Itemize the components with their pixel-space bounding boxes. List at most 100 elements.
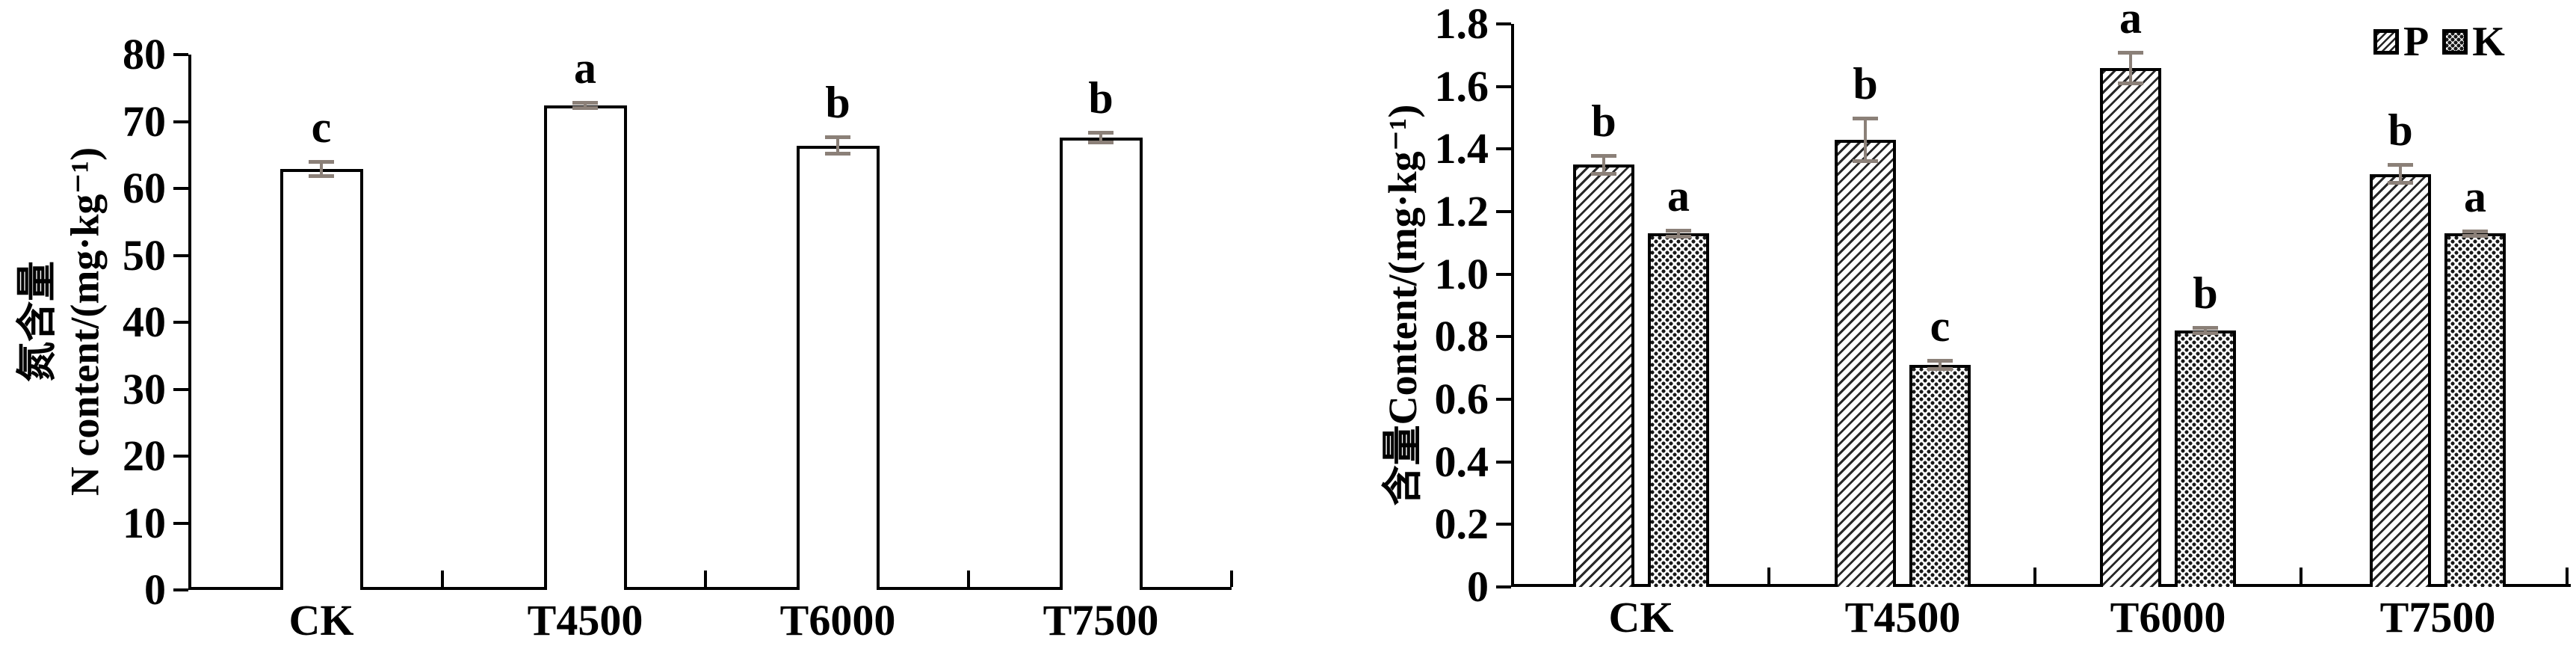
x-category-label-t4500: T4500: [1844, 593, 1961, 642]
y-tick-mark: [173, 53, 188, 56]
bar-t6000-p: [2100, 67, 2161, 587]
error-bar-cap-bottom: [1666, 234, 1691, 239]
y-tick-mark: [1496, 585, 1511, 588]
y-tick-label: 60: [123, 164, 166, 212]
sig-letter-t7500-p: b: [2388, 105, 2413, 156]
y-tick-label: 0.8: [1434, 312, 1489, 361]
error-bar-cap-bottom: [309, 173, 334, 178]
y-tick-label: 0: [144, 565, 166, 614]
error-bar-cap-top: [1927, 358, 1953, 363]
y-tick-label: 70: [123, 96, 166, 146]
bar-t7500-n: [1059, 137, 1143, 590]
x-boundary-tick: [704, 571, 707, 587]
error-bar-cap-top: [2388, 163, 2413, 167]
y-tick-mark: [173, 187, 188, 190]
error-bar-cap-bottom: [1927, 367, 1953, 372]
bar-t4500-n: [543, 105, 627, 590]
sig-letter-t6000-k: b: [2193, 268, 2218, 318]
bar-ck-n: [279, 169, 363, 590]
y-tick-label: 30: [123, 364, 166, 413]
x-boundary-tick: [2033, 568, 2036, 584]
y-tick-mark: [1496, 272, 1511, 276]
x-boundary-tick: [967, 571, 970, 587]
x-category-label-t6000: T6000: [779, 596, 896, 645]
error-bar-stem: [2474, 230, 2477, 236]
bar-t6000-n: [796, 145, 880, 590]
y-tick-label: 40: [123, 298, 166, 346]
y-tick-label: 1.6: [1434, 61, 1489, 111]
error-bar-cap-bottom: [1853, 159, 1878, 164]
y-tick-label: 1.0: [1434, 249, 1489, 298]
error-bar-cap-top: [1591, 153, 1616, 158]
x-category-label-t6000: T6000: [2110, 593, 2226, 642]
x-category-label-t4500: T4500: [527, 596, 643, 645]
y-tick-mark: [173, 455, 188, 458]
error-bar-cap-bottom: [2118, 81, 2143, 85]
error-bar-stem: [320, 162, 323, 176]
legend-label-p: P: [2403, 19, 2430, 65]
error-bar-cap-top: [825, 135, 850, 140]
error-bar-cap-bottom: [2462, 233, 2488, 238]
sig-letter-ck-p: b: [1591, 96, 1616, 146]
x-boundary-tick: [1767, 568, 1770, 584]
plot-area-n: [188, 55, 1232, 590]
x-category-label-ck: CK: [1608, 593, 1674, 642]
error-bar-cap-top: [572, 100, 598, 105]
y-tick-label: 20: [123, 431, 166, 480]
legend-swatch-p-icon: [2373, 29, 2399, 55]
sig-letter-t4500-n: a: [574, 43, 596, 93]
error-bar-cap-bottom: [2388, 181, 2413, 185]
bar-ck-k: [1648, 233, 1709, 587]
error-bar-cap-top: [1853, 116, 1878, 120]
y-tick-label: 1.2: [1434, 187, 1489, 236]
x-category-label-t7500: T7500: [2379, 593, 2496, 642]
y-tick-label: 10: [123, 498, 166, 547]
error-bar-cap-bottom: [2193, 331, 2218, 336]
bar-t4500-k: [1909, 365, 1971, 587]
error-bar-cap-bottom: [572, 106, 598, 111]
y-tick-mark: [173, 521, 188, 525]
bar-ck-p: [1573, 164, 1634, 587]
error-bar-cap-top: [2462, 229, 2488, 233]
y-tick-label: 0: [1467, 562, 1489, 611]
y-tick-mark: [173, 253, 188, 257]
y-tick-mark: [173, 387, 188, 391]
x-boundary-tick: [2299, 568, 2302, 584]
y-tick-label: 1.8: [1434, 0, 1489, 49]
y-tick-label: 80: [123, 30, 166, 79]
y-tick-label: 0.6: [1434, 375, 1489, 424]
error-bar-stem: [1677, 230, 1680, 237]
sig-letter-t6000-n: b: [825, 78, 850, 128]
error-bar-cap-bottom: [825, 152, 850, 156]
error-bar-stem: [1602, 155, 1605, 174]
error-bar-cap-bottom: [1591, 171, 1616, 176]
sig-letter-ck-k: a: [1667, 171, 1690, 221]
y-tick-mark: [173, 588, 188, 591]
legend-label-k: K: [2472, 19, 2505, 65]
error-bar-stem: [1864, 117, 1867, 162]
legend: P K: [2373, 21, 2505, 63]
y-tick-mark: [1496, 523, 1511, 526]
x-boundary-tick: [2566, 568, 2569, 584]
y-tick-mark: [1496, 210, 1511, 214]
sig-letter-t7500-n: b: [1088, 73, 1114, 123]
x-boundary-tick: [1230, 571, 1233, 587]
sig-letter-ck-n: c: [311, 102, 332, 153]
y-tick-mark: [1496, 22, 1511, 26]
y-tick-label: 50: [123, 230, 166, 280]
error-bar-cap-top: [1088, 130, 1114, 135]
error-bar-cap-bottom: [1088, 141, 1114, 145]
y-tick-mark: [1496, 460, 1511, 464]
error-bar-cap-top: [1666, 229, 1691, 233]
y-tick-mark: [1496, 398, 1511, 402]
y-tick-mark: [173, 120, 188, 123]
x-category-label-t7500: T7500: [1043, 596, 1159, 645]
bar-t6000-k: [2175, 330, 2236, 587]
sig-letter-t7500-k: a: [2464, 171, 2486, 221]
error-bar-cap-top: [309, 160, 334, 164]
error-bar-stem: [584, 102, 587, 109]
error-bar-stem: [2129, 52, 2132, 84]
y-tick-mark: [1496, 147, 1511, 151]
legend-swatch-k-icon: [2442, 29, 2468, 55]
